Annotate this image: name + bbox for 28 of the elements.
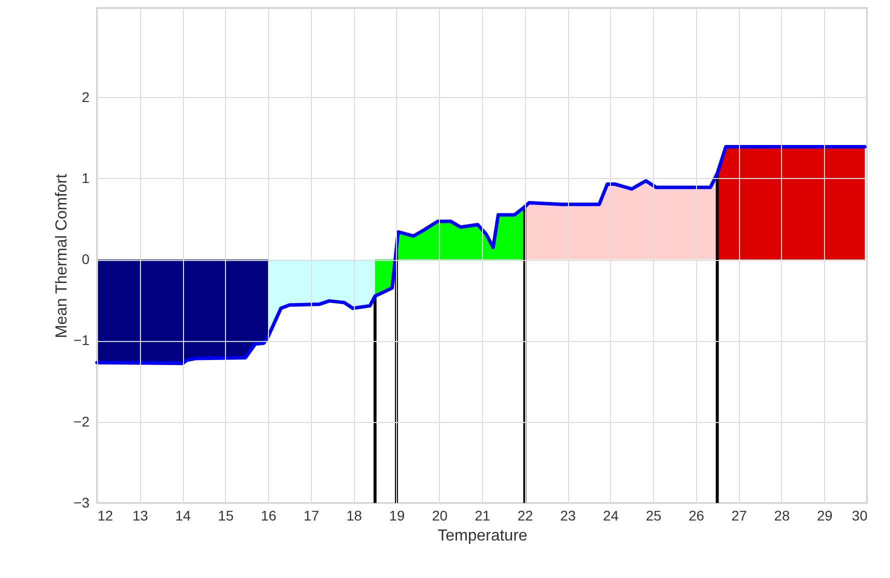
- y-axis-title: Mean Thermal Comfort: [54, 173, 71, 338]
- y-tick-label: −2: [74, 413, 90, 430]
- x-tick-label: 22: [517, 508, 534, 524]
- x-tick-label: 13: [132, 508, 148, 524]
- x-tick-label: 30: [852, 508, 868, 524]
- x-tick-label: 27: [731, 508, 748, 524]
- y-tick-label: −3: [74, 494, 90, 510]
- y-tick-label: 1: [82, 170, 90, 186]
- x-tick-label: 24: [603, 508, 619, 524]
- x-tick-label: 20: [432, 508, 448, 524]
- x-tick-label: 14: [175, 508, 192, 524]
- line-series: [95, 145, 867, 366]
- x-tick-label: 19: [389, 508, 405, 524]
- y-tick-label: 2: [82, 88, 90, 105]
- x-tick-label: 25: [646, 508, 662, 524]
- x-tick-label: 15: [218, 508, 234, 524]
- x-tick-label: 21: [474, 508, 490, 524]
- x-tick-label: 28: [774, 508, 790, 524]
- x-axis-title: Temperature: [438, 528, 528, 544]
- x-tick-label: 26: [688, 508, 704, 524]
- x-tick-label: 16: [260, 508, 277, 524]
- x-tick-label: 12: [98, 508, 114, 524]
- y-tick-label: −1: [74, 332, 90, 348]
- x-tick-label: 29: [816, 508, 833, 524]
- y-tick-label: 0: [82, 251, 90, 268]
- x-tick-label: 18: [346, 508, 362, 524]
- x-tick-label: 17: [304, 508, 320, 524]
- x-tick-label: 23: [560, 508, 576, 524]
